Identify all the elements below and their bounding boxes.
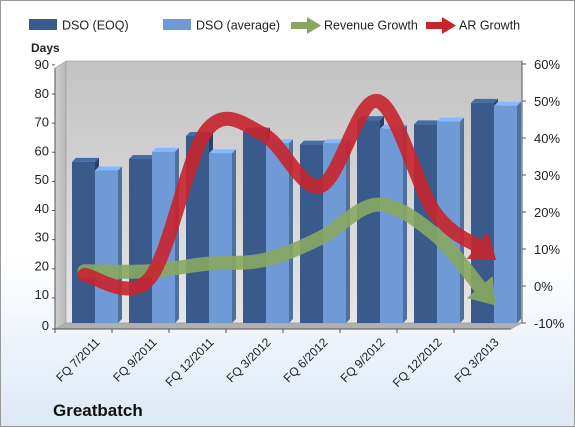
bar-dso-average--0 — [95, 166, 122, 323]
x-tick-label: FQ 9/2011 — [110, 335, 160, 385]
x-tick-label: FQ 6/2012 — [281, 335, 331, 385]
legend-item-revenue-growth: Revenue Growth — [291, 17, 418, 34]
arrow-ar-growth — [77, 94, 497, 296]
arrow-series — [77, 94, 497, 306]
y2-tick-label: 60% — [534, 57, 560, 72]
y-tick-label: 80 — [35, 86, 49, 101]
y-tick-label: 40 — [35, 201, 49, 216]
y2-tick-label: 20% — [534, 205, 560, 220]
x-tick-label: FQ 12/2012 — [390, 335, 445, 390]
y-tick-label: 60 — [35, 143, 49, 158]
y2-tick-label: 40% — [534, 131, 560, 146]
y-tick-label: 70 — [35, 115, 49, 130]
bar-dso-eoq--3 — [243, 127, 270, 323]
legend-label: DSO (average) — [196, 19, 280, 33]
y-tick-label: 0 — [42, 318, 49, 333]
y2-tick-label: 50% — [534, 94, 560, 109]
floor — [54, 322, 523, 330]
legend-item-ar-growth: AR Growth — [426, 17, 520, 34]
company-name: Greatbatch — [53, 401, 143, 420]
y2-tick-label: -10% — [534, 316, 565, 331]
legend: DSO (EOQ) DSO (average) Revenue Growth AR G… — [29, 17, 520, 34]
bar-dso-eoq--1 — [129, 154, 156, 323]
y2-tick-label: 30% — [534, 168, 560, 183]
bar-dso-average--7 — [494, 101, 521, 323]
y-axis-title: Days — [31, 41, 60, 55]
bar-dso-eoq--0 — [72, 157, 99, 323]
y-tick-label: 90 — [35, 57, 49, 72]
x-tick-label: FQ 12/2011 — [163, 335, 217, 389]
y-tick-label: 10 — [35, 287, 49, 302]
y2-tick-label: 0% — [534, 279, 553, 294]
y2-tick-label: 10% — [534, 242, 560, 257]
x-tick-label: FQ 3/2013 — [452, 335, 502, 385]
bar-dso-eoq--5 — [357, 116, 384, 323]
x-tick-label: FQ 3/2012 — [224, 335, 274, 385]
y-tick-label: 30 — [35, 230, 49, 245]
y-tick-label: 20 — [35, 258, 49, 273]
legend-item-dso-eoq-: DSO (EOQ) — [29, 19, 129, 33]
legend-label: DSO (EOQ) — [62, 19, 129, 33]
bar-dso-average--2 — [209, 149, 236, 323]
y-tick-label: 50 — [35, 172, 49, 187]
side-wall — [54, 60, 67, 330]
x-tick-label: FQ 7/2011 — [53, 335, 103, 385]
legend-label: AR Growth — [459, 19, 520, 33]
legend-item-dso-average-: DSO (average) — [163, 19, 280, 33]
x-tick-label: FQ 9/2012 — [338, 335, 388, 385]
bar-dso-average--5 — [380, 124, 407, 323]
legend-label: Revenue Growth — [324, 19, 418, 33]
